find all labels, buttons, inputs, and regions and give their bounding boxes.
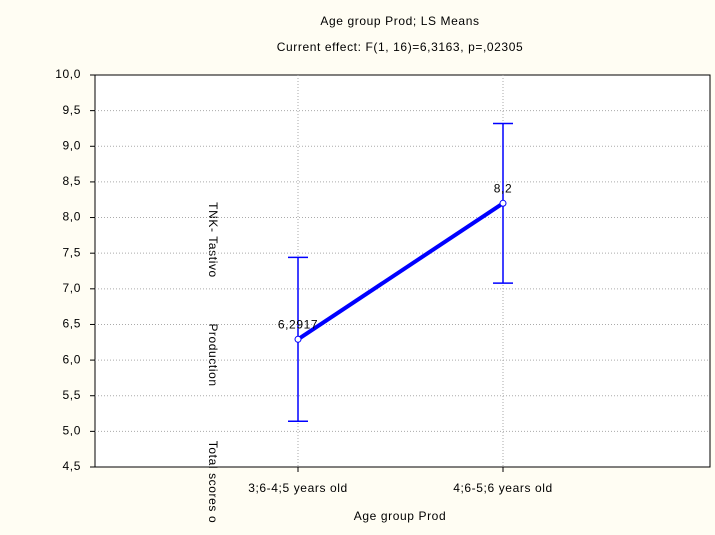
data-label: 8,2	[494, 181, 512, 195]
chart-subtitle: Current effect: F(1, 16)=6,3163, p=,0230…	[277, 40, 524, 54]
x-tick-label: 3;6-4;5 years old	[248, 481, 348, 495]
y-tick-label: 5,5	[63, 388, 81, 402]
y-tick-label: 6,0	[63, 352, 81, 366]
point	[499, 199, 507, 207]
point	[294, 335, 302, 343]
y-tick-label: 6,5	[63, 317, 81, 331]
x-tick-label: 4;6-5;6 years old	[453, 481, 553, 495]
data-label: 6,2917	[278, 317, 318, 331]
y-axis-label: Total scores o	[206, 441, 220, 523]
y-tick-label: 5,0	[63, 424, 81, 438]
chart-title: Age group Prod; LS Means	[320, 14, 479, 28]
y-tick-label: 7,0	[63, 281, 81, 295]
y-tick-label: 9,5	[63, 103, 81, 117]
series-line	[296, 201, 505, 341]
y-tick-label: 7,5	[63, 245, 81, 259]
y-axis-label: Production	[206, 323, 220, 386]
x-axis-label: Age group Prod	[354, 509, 446, 523]
y-tick-label: 4,5	[63, 459, 81, 473]
y-tick-label: 8,5	[63, 174, 81, 188]
y-tick-label: 8,0	[63, 210, 81, 224]
y-axis-label: TNK- Tastivo	[206, 202, 220, 278]
y-tick-label: 9,0	[63, 138, 81, 152]
y-tick-label: 10,0	[55, 67, 81, 81]
